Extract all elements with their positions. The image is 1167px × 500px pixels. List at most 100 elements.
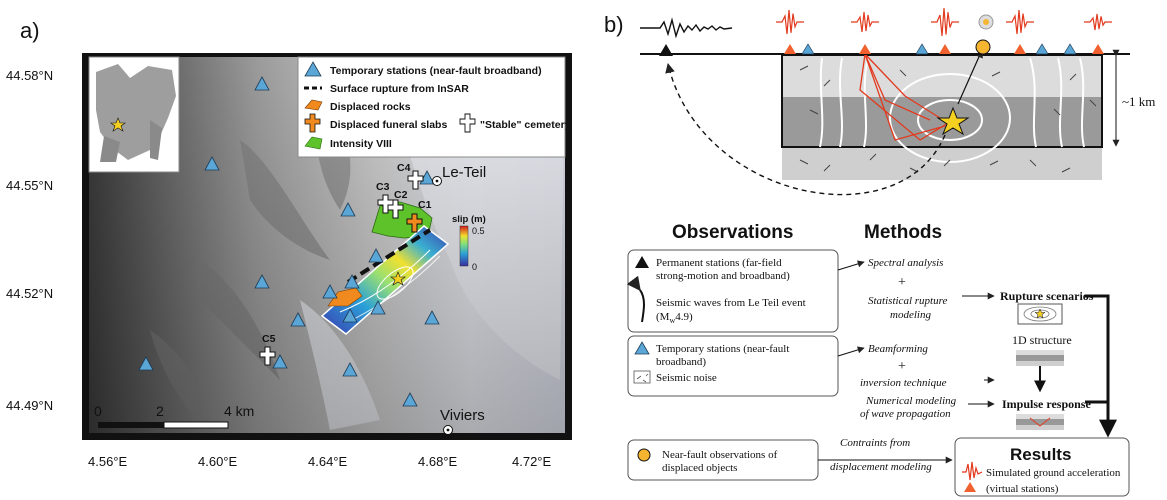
- seismogram-trace: [851, 11, 879, 33]
- station-triangle-icon: [340, 202, 356, 217]
- cemetery-label-c1: C1: [418, 199, 432, 211]
- colorbar-title: slip (m): [452, 214, 486, 225]
- legend-intensity: Intensity VIII: [330, 138, 392, 150]
- obs2-text: Temporary stations (near-fault: [656, 343, 789, 355]
- output-structure: 1D structure: [1012, 333, 1072, 347]
- seismogram-trace: [1084, 13, 1112, 31]
- method-beamforming: Beamforming: [868, 343, 928, 355]
- cemetery-label-c4: C4: [397, 162, 411, 174]
- results-virtual: (virtual stations): [986, 483, 1059, 495]
- cemetery-cross-icon: [407, 170, 424, 190]
- obs2-text: broadband): [656, 356, 706, 368]
- inset-europe-map: [88, 56, 180, 173]
- colorbar-max: 0.5: [472, 226, 485, 236]
- displaced-object-icon: [637, 448, 651, 462]
- displaced-rocks-area: [327, 287, 363, 307]
- cemetery-label-c2: C2: [394, 189, 408, 201]
- method-numerical: of wave propagation: [860, 408, 951, 420]
- cemeteries: C4 C3 C2 C1 C5: [259, 162, 432, 366]
- cemetery-cross-icon: [377, 194, 394, 214]
- station-triangle-icon: [1035, 43, 1049, 55]
- station-triangle-icon: [254, 76, 270, 91]
- cemetery-label-c5: C5: [262, 333, 276, 345]
- permanent-station-icon: [659, 44, 673, 56]
- y-tick-label: 44.55°N: [6, 178, 53, 193]
- results-accel: Simulated ground acceleration: [986, 467, 1121, 479]
- simulated-seismograms: [776, 7, 1112, 37]
- cemetery-cross-icon: [259, 346, 276, 366]
- station-triangle-icon: [801, 43, 815, 55]
- permanent-station-icon: [635, 256, 649, 268]
- results-header: Results: [1010, 445, 1071, 464]
- legend-slabs: Displaced funeral slabs: [330, 119, 447, 131]
- obs3-text: Near-fault observations of: [662, 449, 778, 461]
- legend-rocks: Displaced rocks: [330, 101, 411, 113]
- seismogram-trace: [1006, 9, 1034, 35]
- impulse-response-icon: [1016, 414, 1064, 430]
- station-triangle-icon: [370, 300, 386, 315]
- colorbar-min: 0: [472, 262, 477, 272]
- output-rupture: Rupture scenarios: [1000, 289, 1094, 303]
- epicenter-star-icon: [110, 117, 126, 132]
- station-triangle-icon: [915, 43, 929, 55]
- velocity-structure-section: [781, 49, 1103, 180]
- method-plus: +: [898, 359, 906, 374]
- station-triangle-icon: [290, 312, 306, 327]
- scale-bar: 0 2 4 km: [94, 403, 254, 429]
- station-triangle-icon: [368, 248, 384, 263]
- obs1-text: Permanent stations (far-field: [656, 257, 782, 269]
- depth-label: ~1 km: [1122, 94, 1155, 109]
- observations-header: Observations: [672, 222, 793, 243]
- x-tick-label: 4.68°E: [418, 454, 458, 469]
- station-triangle-icon: [322, 284, 338, 299]
- obs3-text: displaced objects: [662, 462, 737, 474]
- seismogram-trace: [776, 9, 804, 35]
- x-tick-label: 4.64°E: [308, 454, 348, 469]
- station-triangle-icon: [254, 274, 270, 289]
- section-stations: [784, 43, 1104, 55]
- seismic-wave-icon: [626, 275, 645, 323]
- method-statistical: Statistical rupture: [868, 295, 947, 307]
- y-tick-label: 44.58°N: [6, 68, 53, 83]
- funeral-slab-cross-icon: [304, 113, 321, 133]
- x-tick-label: 4.60°E: [198, 454, 238, 469]
- slip-colorbar: slip (m) 0.5 0: [452, 214, 486, 272]
- town-le-teil: Le-Teil: [432, 164, 486, 186]
- station-triangle-icon: [304, 61, 322, 77]
- station-triangle-icon: [342, 308, 358, 323]
- farfield-seismogram: [640, 17, 733, 39]
- cemetery-cross-icon: [459, 113, 476, 133]
- legend-stations: Temporary stations (near-fault broadband…: [330, 65, 542, 77]
- method-spectral: Spectral analysis: [868, 257, 943, 269]
- connector-arrow: [837, 346, 865, 357]
- station-triangle-icon: [634, 341, 650, 355]
- virtual-station-icon: [1014, 44, 1026, 54]
- intensity-icon: [304, 136, 323, 150]
- town-viviers: Viviers: [440, 407, 485, 435]
- surface-rupture: [346, 228, 432, 284]
- x-tick-label: 4.72°E: [512, 454, 552, 469]
- station-triangle-icon: [204, 156, 220, 171]
- virtual-station-icon: [939, 44, 951, 54]
- y-tick-label: 44.49°N: [6, 398, 53, 413]
- method-constraints: Contraints from: [840, 437, 910, 449]
- legend-cemetery: "Stable" cemetery: [480, 119, 571, 131]
- methods-header: Methods: [864, 222, 942, 243]
- results-arrow: [1085, 294, 1117, 438]
- cemetery-label-c3: C3: [376, 181, 390, 193]
- obs1-text: strong-motion and broadband): [656, 270, 790, 282]
- y-tick-label: 44.52°N: [6, 286, 53, 301]
- epicenter-star-icon: [390, 271, 406, 286]
- rocks-icon: [304, 99, 323, 111]
- panel-a-label: a): [20, 18, 40, 43]
- station-triangle-icon: [272, 354, 288, 369]
- scale-label: 2: [156, 403, 164, 419]
- results-box: [954, 437, 1130, 497]
- station-triangle-icon: [1063, 43, 1077, 55]
- method-numerical: Numerical modeling: [865, 395, 957, 407]
- method-statistical: modeling: [890, 309, 931, 321]
- station-triangle-icon: [424, 310, 440, 325]
- method-inversion: inversion technique: [860, 377, 947, 389]
- obs-box-temporary: [627, 335, 839, 397]
- virtual-station-icon: [859, 44, 871, 54]
